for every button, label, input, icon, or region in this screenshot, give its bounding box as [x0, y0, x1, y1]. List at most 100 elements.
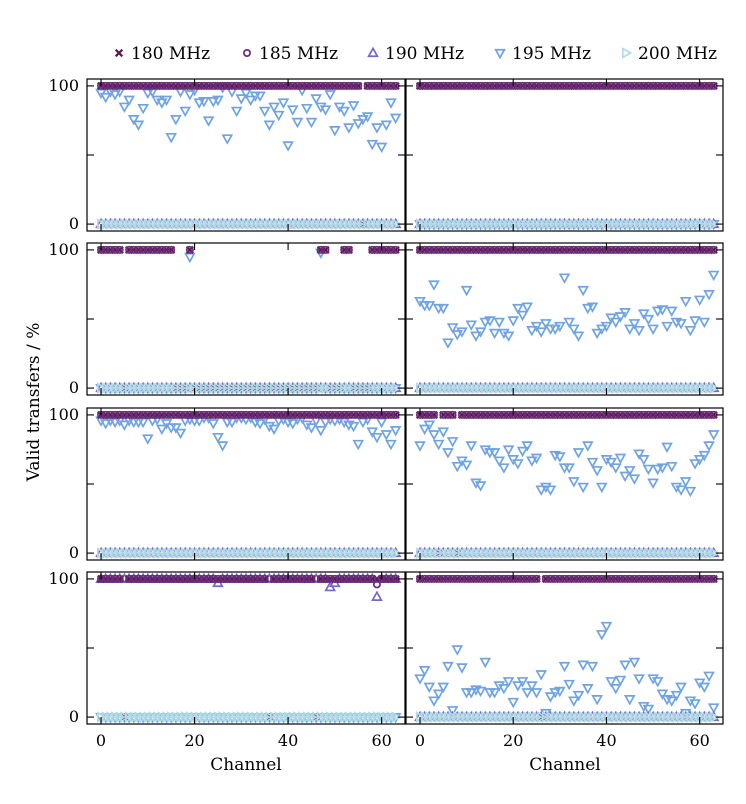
data-point [623, 324, 636, 336]
data-point [681, 245, 690, 254]
data-point [361, 112, 374, 123]
data-point [523, 81, 532, 90]
y-tick-label: 0 [69, 378, 79, 397]
data-point [442, 661, 454, 673]
data-point [237, 574, 246, 583]
data-point [672, 245, 681, 254]
data-point [460, 285, 473, 297]
data-point [462, 574, 471, 583]
data-point [232, 574, 241, 583]
data-point [375, 417, 388, 429]
data-point [541, 81, 550, 90]
data-point [513, 245, 522, 254]
data-point [600, 321, 613, 333]
data-point [310, 94, 322, 105]
data-point [642, 464, 655, 476]
data-point [621, 574, 630, 583]
data-point [658, 410, 667, 419]
data-point [218, 81, 227, 90]
data-point [385, 439, 397, 451]
data-point [588, 245, 597, 254]
data-point [274, 410, 283, 419]
data-point [305, 423, 318, 434]
data-point [569, 81, 578, 90]
data-point [481, 245, 490, 254]
data-point [453, 81, 462, 90]
data-point [434, 574, 443, 583]
data-point [274, 574, 283, 583]
data-point [242, 81, 250, 90]
data-point [569, 574, 578, 583]
data-point [588, 574, 597, 583]
panel-r3-c2 [405, 407, 724, 561]
data-point [414, 674, 426, 685]
data-point [471, 410, 480, 419]
data-point [667, 574, 676, 583]
data-point [579, 245, 588, 254]
data-point [268, 102, 280, 113]
data-point [665, 461, 678, 473]
data-point [291, 117, 304, 129]
series-195-mhz [95, 413, 402, 452]
data-point [344, 410, 353, 419]
data-point [170, 423, 182, 434]
data-point [551, 245, 560, 254]
data-point [366, 427, 379, 438]
data-point [372, 245, 381, 254]
data-point [605, 457, 617, 469]
data-point [251, 574, 260, 583]
data-point [649, 81, 658, 90]
data-point [679, 477, 692, 488]
data-point [677, 410, 686, 419]
data-point [467, 410, 476, 419]
data-point [148, 245, 157, 254]
data-point [541, 574, 550, 583]
data-point [600, 455, 613, 466]
data-point [256, 574, 265, 583]
data-point [300, 420, 313, 431]
data-point [490, 574, 499, 583]
legend-marker-triangle-right-icon [621, 47, 633, 59]
data-point [677, 574, 686, 583]
data-point [616, 410, 625, 419]
data-point [607, 574, 616, 583]
data-point [307, 410, 316, 419]
series-200-mhz [415, 382, 721, 394]
data-point [270, 81, 279, 90]
series-185-mhz [97, 81, 400, 229]
data-point [499, 574, 508, 583]
data-point [537, 245, 546, 254]
data-point [330, 574, 339, 583]
data-point [176, 574, 185, 583]
panel-frame [405, 78, 724, 232]
legend-item-200: 200 MHz [621, 44, 717, 64]
data-point [268, 424, 280, 436]
data-point [495, 81, 504, 90]
data-point [139, 81, 148, 90]
data-point [611, 410, 620, 419]
data-point [619, 471, 631, 483]
data-point [242, 574, 250, 583]
data-point [129, 245, 138, 254]
x-tick-label: 60 [690, 731, 710, 750]
data-point [263, 421, 276, 433]
data-point [443, 81, 452, 90]
data-point [372, 81, 381, 90]
data-point [518, 574, 527, 583]
data-point [698, 317, 711, 329]
data-point [476, 410, 485, 419]
data-point [227, 410, 236, 419]
data-point [429, 245, 438, 254]
panel-frame [86, 242, 406, 396]
data-point [661, 442, 673, 454]
data-point [504, 574, 513, 583]
data-point [635, 81, 644, 90]
data-point [569, 410, 578, 419]
data-point [372, 410, 381, 419]
series-180-mhz [96, 245, 400, 393]
data-point [363, 410, 372, 419]
data-point [171, 410, 180, 419]
data-point [251, 81, 260, 90]
data-point [691, 81, 700, 90]
data-point [335, 81, 344, 90]
